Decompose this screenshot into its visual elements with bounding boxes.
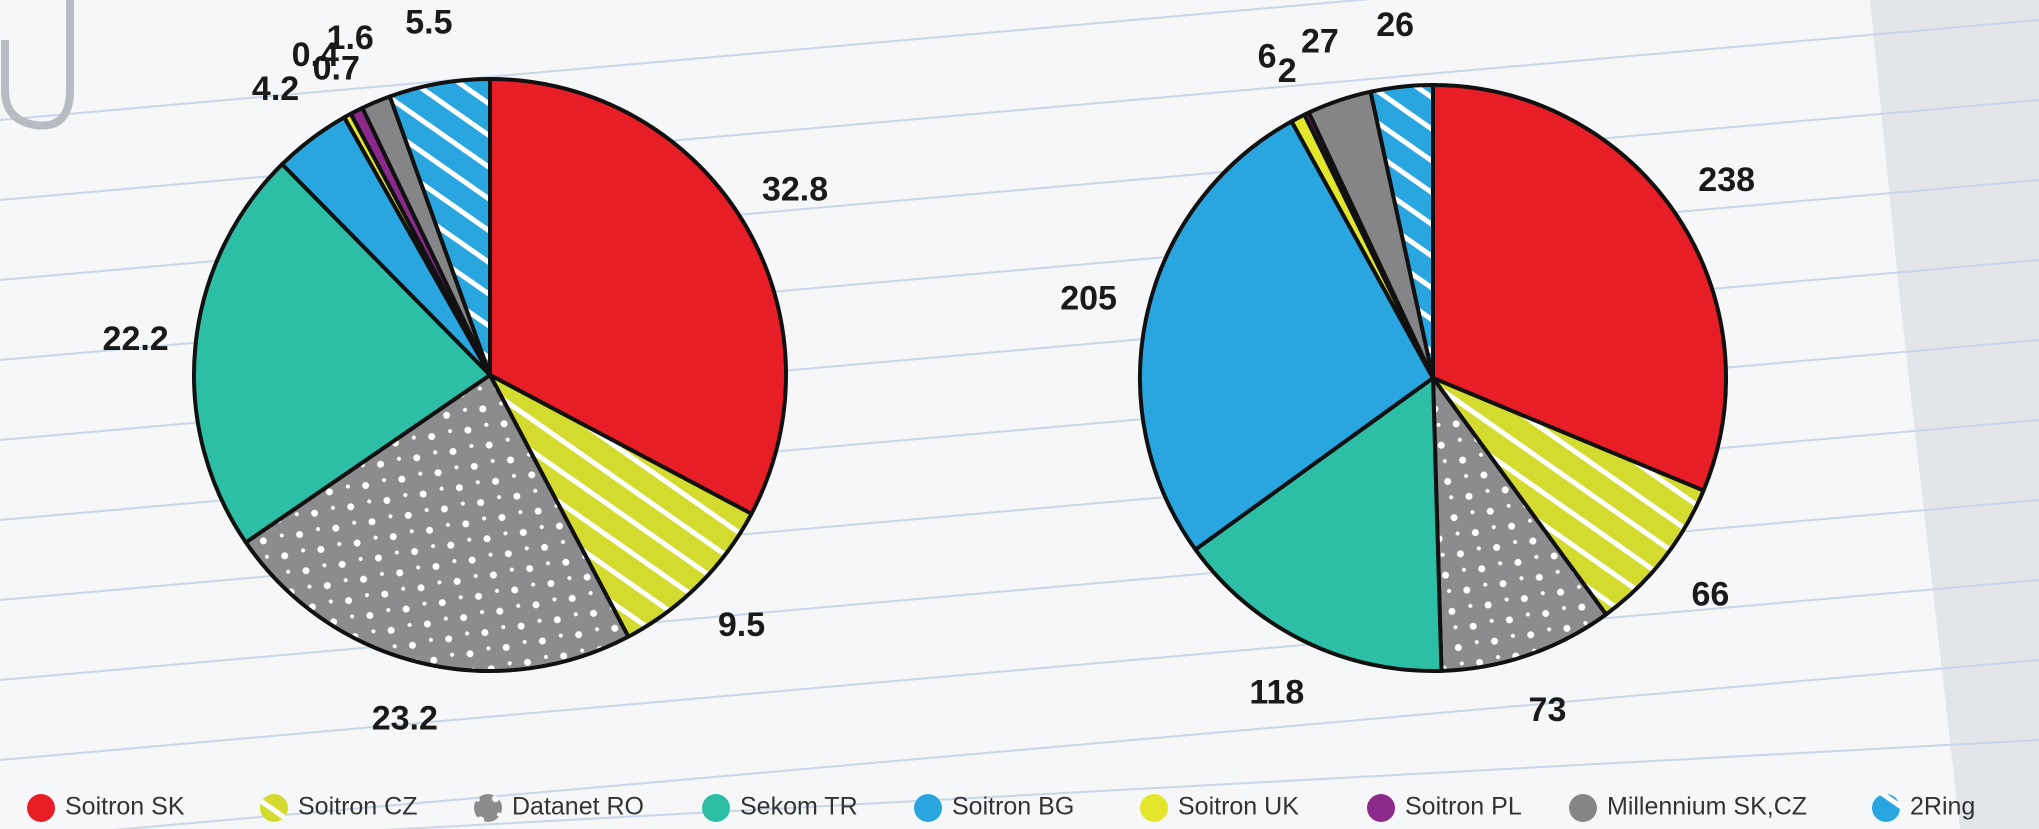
value-label: 4.2: [252, 70, 299, 108]
legend: Soitron SK Soitron CZ Datanet RO Sekom TR So…: [27, 793, 1975, 822]
legend-swatch: [474, 794, 502, 822]
value-label: 22.2: [103, 320, 169, 358]
pie: [194, 79, 786, 671]
value-label: 6: [1258, 37, 1277, 75]
value-label: 66: [1691, 575, 1729, 613]
legend-swatch: [260, 794, 288, 822]
value-label: 27: [1301, 23, 1339, 61]
value-label: 118: [1249, 674, 1304, 712]
legend-label: Datanet RO: [512, 793, 644, 821]
legend-label: 2Ring: [1910, 793, 1975, 821]
legend-swatch: [1569, 794, 1597, 822]
value-label: 1.6: [327, 19, 374, 57]
value-label: 32.8: [762, 171, 828, 209]
value-label: 5.5: [405, 3, 452, 41]
legend-label: Soitron CZ: [298, 793, 417, 821]
chart: 32.89.523.222.24.20.40.71.65.52386673118…: [0, 0, 2039, 829]
legend-label: Soitron UK: [1178, 793, 1299, 821]
legend-swatch: [1872, 794, 1900, 822]
legend-label: Soitron SK: [65, 793, 185, 821]
value-label: 23.2: [372, 700, 438, 738]
value-label: 2: [1278, 52, 1297, 90]
value-label: 26: [1376, 6, 1414, 44]
legend-swatch: [914, 794, 942, 822]
legend-swatch: [702, 794, 730, 822]
legend-swatch: [1140, 794, 1168, 822]
page: {"chart_data": [ {"type": "pie", "values…: [0, 0, 2039, 829]
legend-label: Soitron BG: [952, 793, 1074, 821]
value-label: 9.5: [718, 606, 765, 644]
legend-swatch: [1367, 794, 1395, 822]
pie: [1140, 85, 1726, 671]
value-label: 73: [1529, 691, 1567, 729]
legend-label: Soitron PL: [1405, 793, 1522, 821]
value-label: 238: [1698, 161, 1755, 199]
legend-swatch: [27, 794, 55, 822]
value-label: 205: [1060, 280, 1117, 318]
legend-label: Millennium SK,CZ: [1607, 793, 1807, 821]
legend-label: Sekom TR: [740, 793, 858, 821]
